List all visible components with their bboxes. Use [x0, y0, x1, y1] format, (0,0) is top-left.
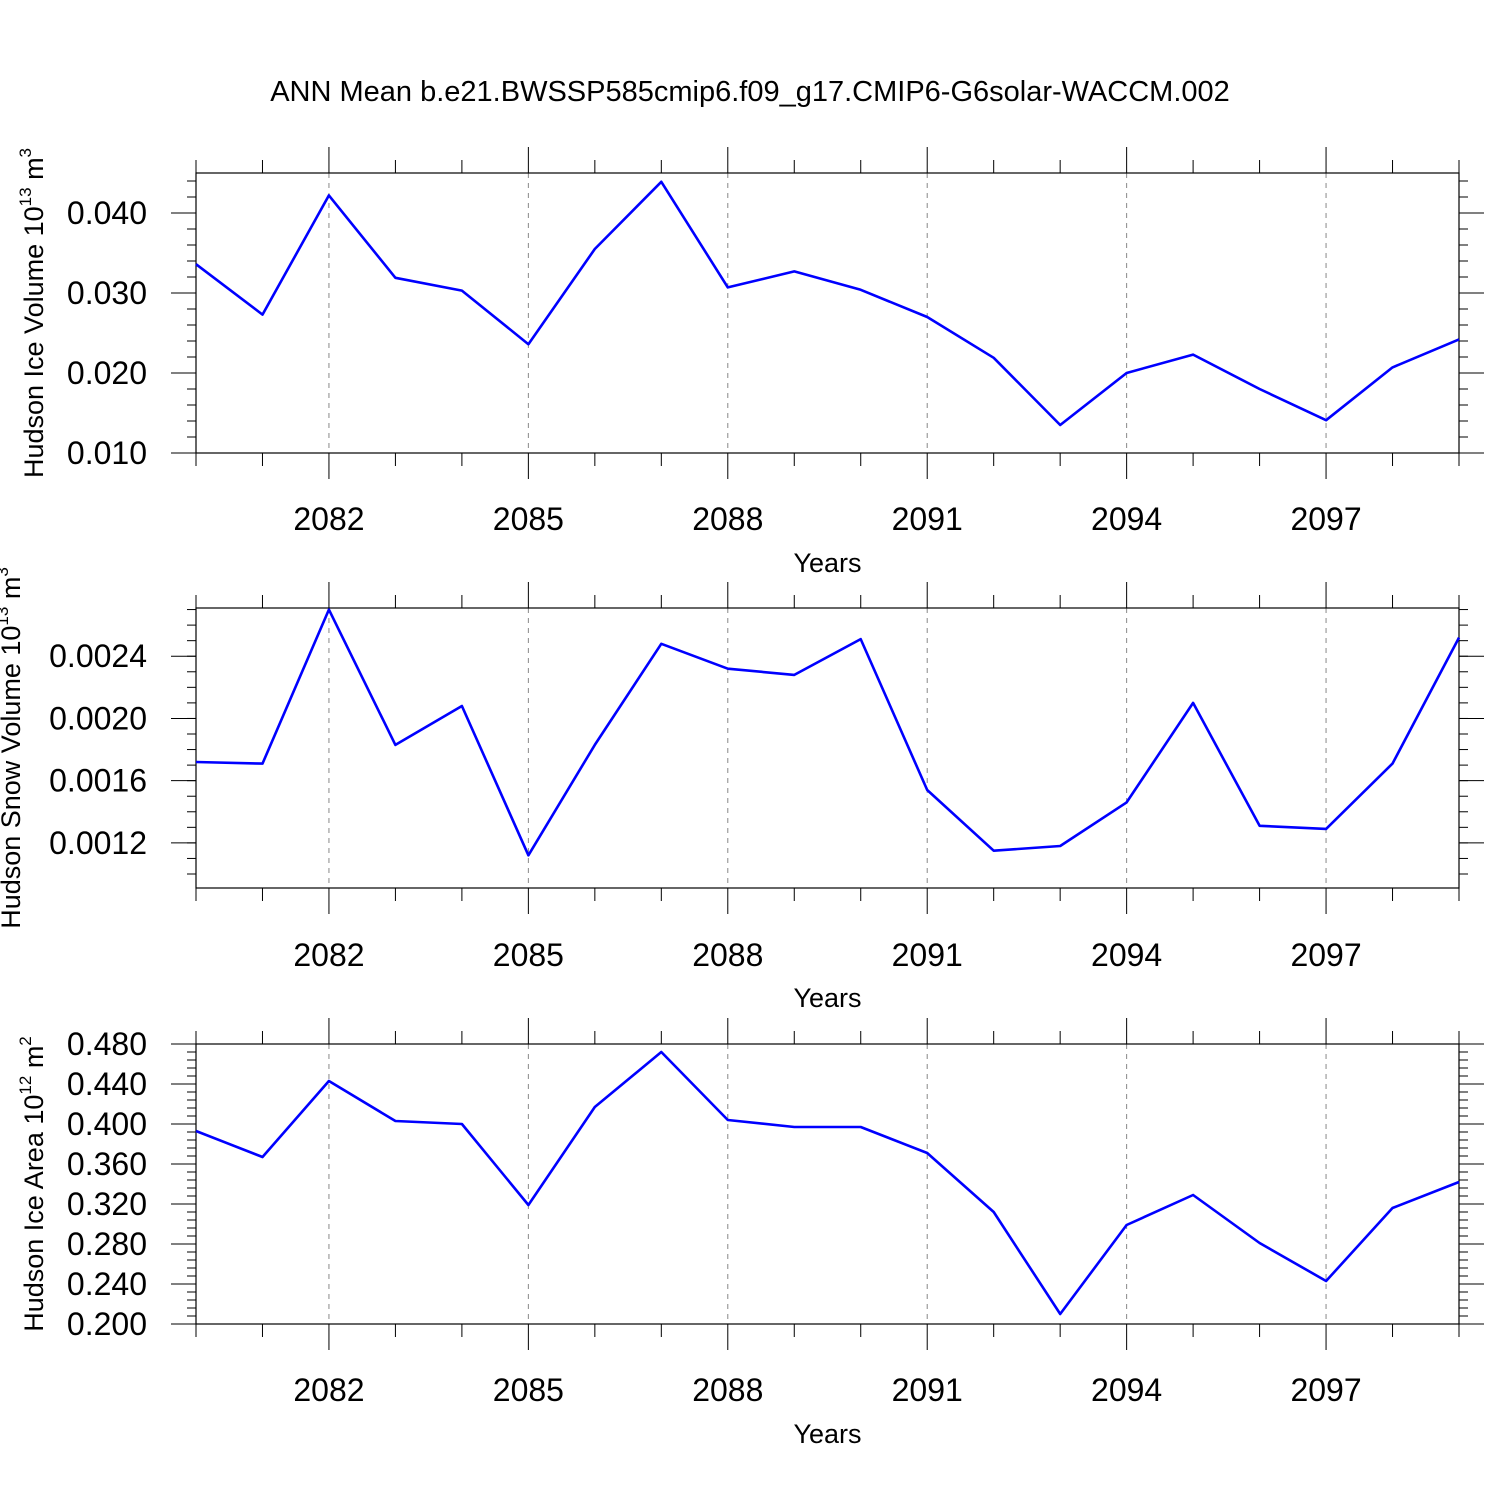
- series-line: [195, 180, 1460, 427]
- x-tick-label: 2094: [1091, 501, 1162, 537]
- x-tick-label: 2082: [293, 501, 364, 537]
- y-tick-label: 0.200: [67, 1306, 147, 1342]
- y-axis-label: Hudson Ice Volume 1013 m3: [16, 148, 49, 478]
- x-tick-label: 2097: [1290, 1372, 1361, 1408]
- y-tick-label: 0.010: [67, 435, 147, 471]
- y-tick-label: 0.040: [67, 195, 147, 231]
- x-tick-label: 2085: [493, 937, 564, 973]
- x-tick-label: 2088: [692, 1372, 763, 1408]
- y-axis-label: Hudson Ice Area 1012 m2: [16, 1036, 49, 1332]
- y-tick-label: 0.0020: [49, 700, 147, 736]
- plot-frame: [195, 1043, 1460, 1325]
- y-tick-label: 0.0016: [49, 763, 147, 799]
- x-tick-label: 2088: [692, 937, 763, 973]
- y-tick-label: 0.280: [67, 1226, 147, 1262]
- panel-ice-area: 0.200 0.240 0.280 0.320 0.360 0.400 0.440 0.480…: [16, 1018, 1484, 1449]
- y-tick-label: 0.0024: [49, 638, 147, 674]
- x-tick-label: 2091: [892, 501, 963, 537]
- x-tick-label: 2097: [1290, 501, 1361, 537]
- y-tick-label: 0.320: [67, 1186, 147, 1222]
- x-tick-label: 2082: [293, 937, 364, 973]
- figure-title: ANN Mean b.e21.BWSSP585cmip6.f09_g17.CMI…: [270, 76, 1230, 108]
- y-tick-label: 0.400: [67, 1106, 147, 1142]
- series-line: [195, 1050, 1460, 1316]
- x-tick-label: 2097: [1290, 937, 1361, 973]
- x-tick-label: 2088: [692, 501, 763, 537]
- y-tick-label: 0.440: [67, 1066, 147, 1102]
- x-tick-label: 2082: [293, 1372, 364, 1408]
- y-tick-label: 0.0012: [49, 825, 147, 861]
- x-axis-label: Years: [793, 548, 861, 578]
- x-axis-label: Years: [793, 1419, 861, 1449]
- panel-snow-volume: 0.0012 0.0016 0.0020 0.0024 2082 2085 2088 2091…: [0, 567, 1484, 1013]
- plot-frame: [195, 607, 1460, 889]
- x-axis-label: Years: [793, 983, 861, 1013]
- y-axis-label: Hudson Snow Volume 1013 m3: [0, 567, 26, 929]
- y-tick-label: 0.020: [67, 355, 147, 391]
- y-tick-label: 0.360: [67, 1146, 147, 1182]
- x-tick-label: 2094: [1091, 937, 1162, 973]
- x-tick-label: 2085: [493, 1372, 564, 1408]
- panel-ice-volume: 0.010 0.020 0.030 0.040 2082 2085 2088 2091 2094…: [16, 147, 1484, 578]
- plot-frame: [195, 172, 1460, 454]
- x-tick-label: 2085: [493, 501, 564, 537]
- series-line: [195, 608, 1461, 857]
- x-tick-label: 2094: [1091, 1372, 1162, 1408]
- y-tick-label: 0.240: [67, 1266, 147, 1302]
- y-tick-label: 0.480: [67, 1026, 147, 1062]
- x-tick-label: 2091: [892, 937, 963, 973]
- x-tick-label: 2091: [892, 1372, 963, 1408]
- y-tick-label: 0.030: [67, 275, 147, 311]
